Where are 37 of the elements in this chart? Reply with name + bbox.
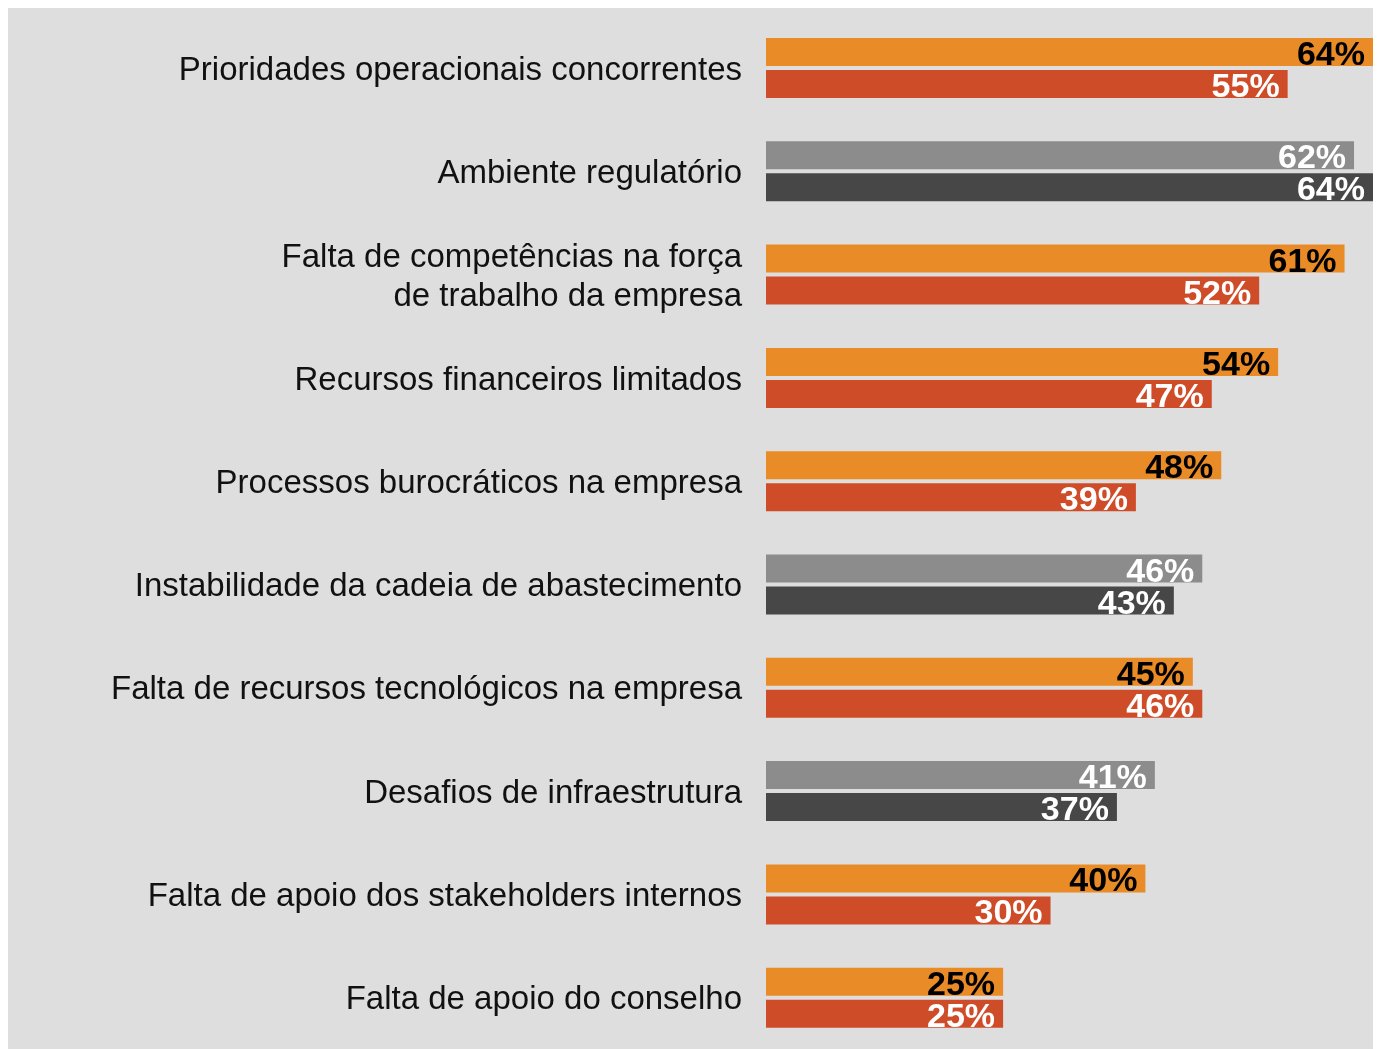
bar [766,141,1355,170]
data-label: 61% [1268,240,1337,279]
y-tick-label: Processos burocráticos na empresa [215,462,743,500]
y-tick-label: Recursos financeiros limitados [294,359,742,397]
bar [766,70,1288,98]
data-label: 48% [1145,447,1214,486]
y-tick-label: Falta de competências na força de trabalho da empresa [281,236,743,313]
y-tick-label: Falta de apoio do conselho [345,978,742,1016]
data-label: 64% [1296,34,1365,72]
y-tick-label: Ambiente regulatório [437,152,742,190]
bar [766,761,1155,790]
y-tick-label: Prioridades operacionais concorrentes [178,49,742,87]
y-tick-label: Falta de recursos tecnológicos na empresa [111,668,743,706]
data-label: 30% [974,892,1043,931]
bar [766,244,1345,273]
data-label: 39% [1059,479,1128,518]
data-label: 40% [1069,860,1138,899]
bar [766,347,1279,376]
y-tick-label: Falta de apoio dos stakeholders internos [147,875,742,913]
y-tick-label: Instabilidade da cadeia de abastecimento [134,565,742,603]
data-label: 54% [1202,343,1271,382]
bar [766,689,1203,718]
bar [766,586,1174,615]
bar [766,38,1373,66]
bar [766,451,1222,480]
bar [766,864,1146,893]
bar [766,379,1212,408]
data-label: 47% [1135,375,1204,414]
data-label: 52% [1183,272,1252,311]
bar [766,793,1117,822]
bar [766,276,1260,305]
bar [766,483,1136,512]
y-tick-label: Desafios de infraestrutura [364,772,743,810]
data-label: 55% [1211,66,1280,104]
bar [766,657,1193,686]
bar [766,554,1203,583]
bar [766,173,1373,202]
